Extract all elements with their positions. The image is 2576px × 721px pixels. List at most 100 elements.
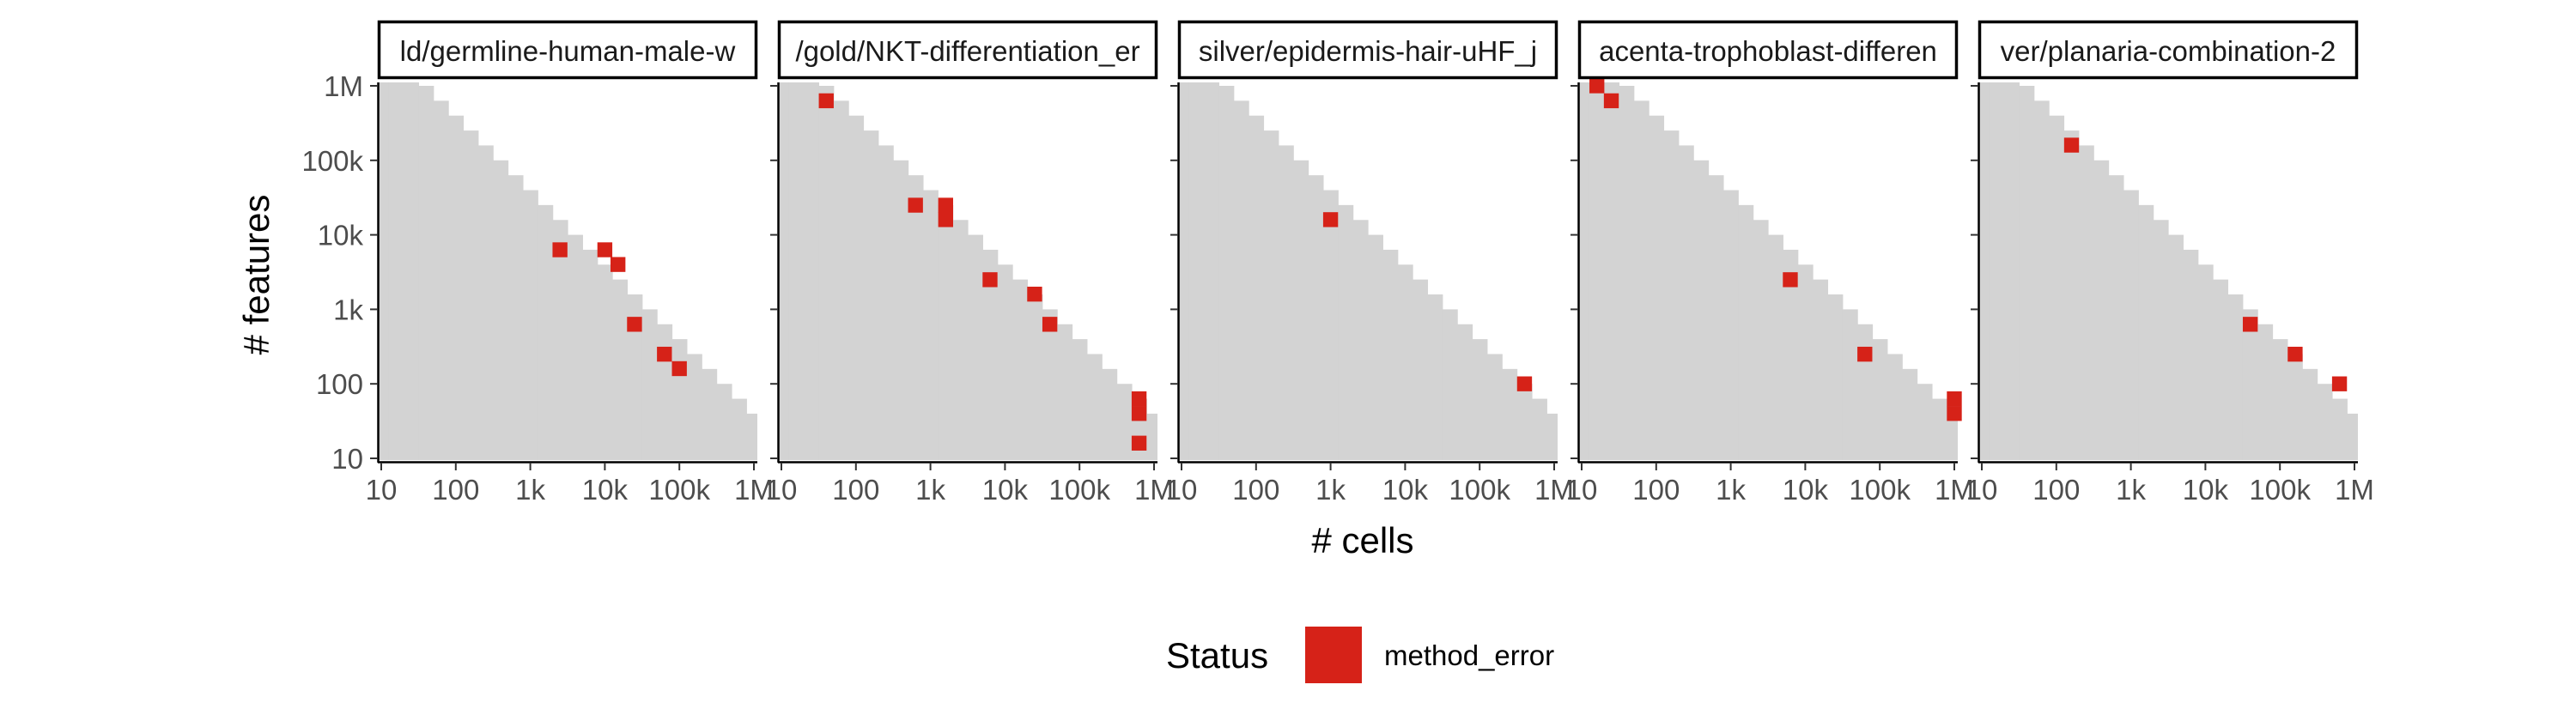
budget-region-column — [2183, 249, 2199, 460]
method-error-cell — [1131, 435, 1147, 451]
method-error-cell — [908, 197, 923, 213]
budget-region-column — [1293, 160, 1309, 461]
legend-key-method-error — [1305, 627, 1362, 683]
budget-region-column — [1188, 82, 1205, 460]
budget-region-column — [1578, 82, 1590, 460]
x-tick-label: 10 — [766, 474, 798, 506]
y-tick-label: 10k — [318, 220, 364, 251]
x-tick-label: 100 — [1232, 474, 1279, 506]
budget-region-column — [1678, 145, 1694, 460]
budget-region-column — [1233, 100, 1249, 461]
facet-panel: 10 100 1k 10k 100k 1M ver/planaria-combination… — [1966, 20, 2374, 506]
x-tick-label: 1k — [915, 474, 945, 506]
x-tick-label: 1M — [1935, 474, 1974, 506]
budget-region-column — [2019, 86, 2035, 460]
facet-title: acenta-trophoblast-differen — [1599, 35, 1937, 67]
budget-region-column — [2123, 190, 2139, 460]
budget-region-column — [746, 413, 757, 460]
budget-region-column — [568, 234, 583, 460]
budget-region-column — [2227, 294, 2244, 460]
budget-region-column — [1322, 190, 1339, 460]
method-error-cell — [1783, 272, 1798, 288]
budget-region-column — [2257, 324, 2274, 460]
budget-region-column — [922, 190, 939, 460]
legend: Status method_error — [1166, 627, 1554, 683]
budget-region-column — [612, 279, 629, 460]
y-tick-label: 100 — [316, 368, 363, 400]
y-axis-title: # features — [236, 195, 276, 355]
budget-region-column — [1368, 234, 1383, 460]
x-tick-label: 1M — [1134, 474, 1174, 506]
budget-region-column — [878, 145, 894, 460]
method-error-cell — [818, 93, 834, 109]
budget-region-column — [2168, 234, 2184, 460]
x-tick-label: 100 — [432, 474, 479, 506]
budget-region-column — [1427, 294, 1443, 460]
budget-region-column — [1457, 324, 1473, 460]
budget-region-column — [641, 309, 658, 460]
budget-region-column — [2004, 82, 2020, 460]
x-tick-label: 10k — [582, 474, 629, 506]
budget-region-column — [1042, 309, 1058, 460]
facet-strip — [1577, 20, 1959, 80]
method-error-cell — [611, 257, 626, 272]
budget-region-column — [1708, 175, 1724, 460]
method-error-cell — [938, 197, 953, 213]
budget-region-column — [388, 82, 404, 460]
method-error-cell — [2287, 346, 2303, 362]
budget-region-column — [1783, 249, 1799, 460]
x-tick-label: 100 — [2032, 474, 2080, 506]
budget-region-column — [627, 294, 643, 460]
x-tick-label: 10 — [1566, 474, 1598, 506]
budget-region-column — [982, 249, 999, 460]
budget-region-column — [1857, 324, 1874, 460]
budget-region-column — [378, 82, 390, 460]
facet-panel: 10 100 1k 10k 100k 1M silver/epidermis-hair-uH… — [1166, 20, 1574, 506]
facet-title: /gold/NKT-differentiation_er — [795, 35, 1139, 67]
budget-region-column — [1649, 115, 1665, 460]
budget-region-column — [731, 398, 747, 460]
budget-region-column — [778, 82, 790, 460]
budget-region-column — [1768, 234, 1783, 460]
budget-region-column — [1308, 175, 1324, 460]
budget-region-column — [2317, 384, 2333, 460]
method-error-cell — [982, 272, 998, 288]
x-tick-label: 10 — [1166, 474, 1198, 506]
budget-region-column — [1663, 130, 1680, 460]
facet-title: ver/planaria-combination-2 — [2001, 35, 2336, 67]
budget-region-column — [2197, 264, 2214, 460]
budget-region-column — [1633, 100, 1649, 461]
budget-region-column — [863, 130, 879, 460]
x-tick-label: 10k — [1783, 474, 1829, 506]
budget-region-column — [938, 204, 954, 460]
budget-region-column — [1693, 160, 1710, 461]
budget-region-column — [1249, 115, 1265, 460]
x-tick-label: 100 — [832, 474, 879, 506]
budget-region-column — [833, 100, 849, 461]
budget-region-column — [2331, 398, 2348, 460]
budget-region-column — [848, 115, 865, 460]
budget-region-column — [1442, 309, 1458, 460]
budget-region-column — [1027, 294, 1043, 460]
legend-label: method_error — [1384, 639, 1554, 671]
facet-strip — [777, 20, 1158, 80]
budget-region-column — [1872, 339, 1888, 460]
budget-region-column — [1204, 82, 1219, 460]
method-error-cell — [1322, 212, 1339, 227]
budget-region-column — [1978, 82, 1990, 460]
budget-region-column — [1604, 82, 1619, 460]
budget-region-column — [1278, 145, 1294, 460]
budget-region-column — [1146, 413, 1157, 460]
budget-region-column — [1218, 86, 1235, 460]
method-error-cell — [1042, 317, 1058, 332]
budget-region-column — [1102, 368, 1118, 460]
budget-region-column — [2153, 220, 2169, 460]
budget-region-column — [702, 368, 718, 460]
y-tick-label: 1M — [324, 70, 363, 102]
budget-region-column — [1546, 413, 1558, 460]
budget-region-column — [1619, 86, 1635, 460]
x-tick-label: 100k — [1849, 474, 1911, 506]
method-error-cell — [2063, 137, 2080, 153]
budget-region-column — [597, 264, 613, 460]
budget-region-column — [1263, 130, 1279, 460]
